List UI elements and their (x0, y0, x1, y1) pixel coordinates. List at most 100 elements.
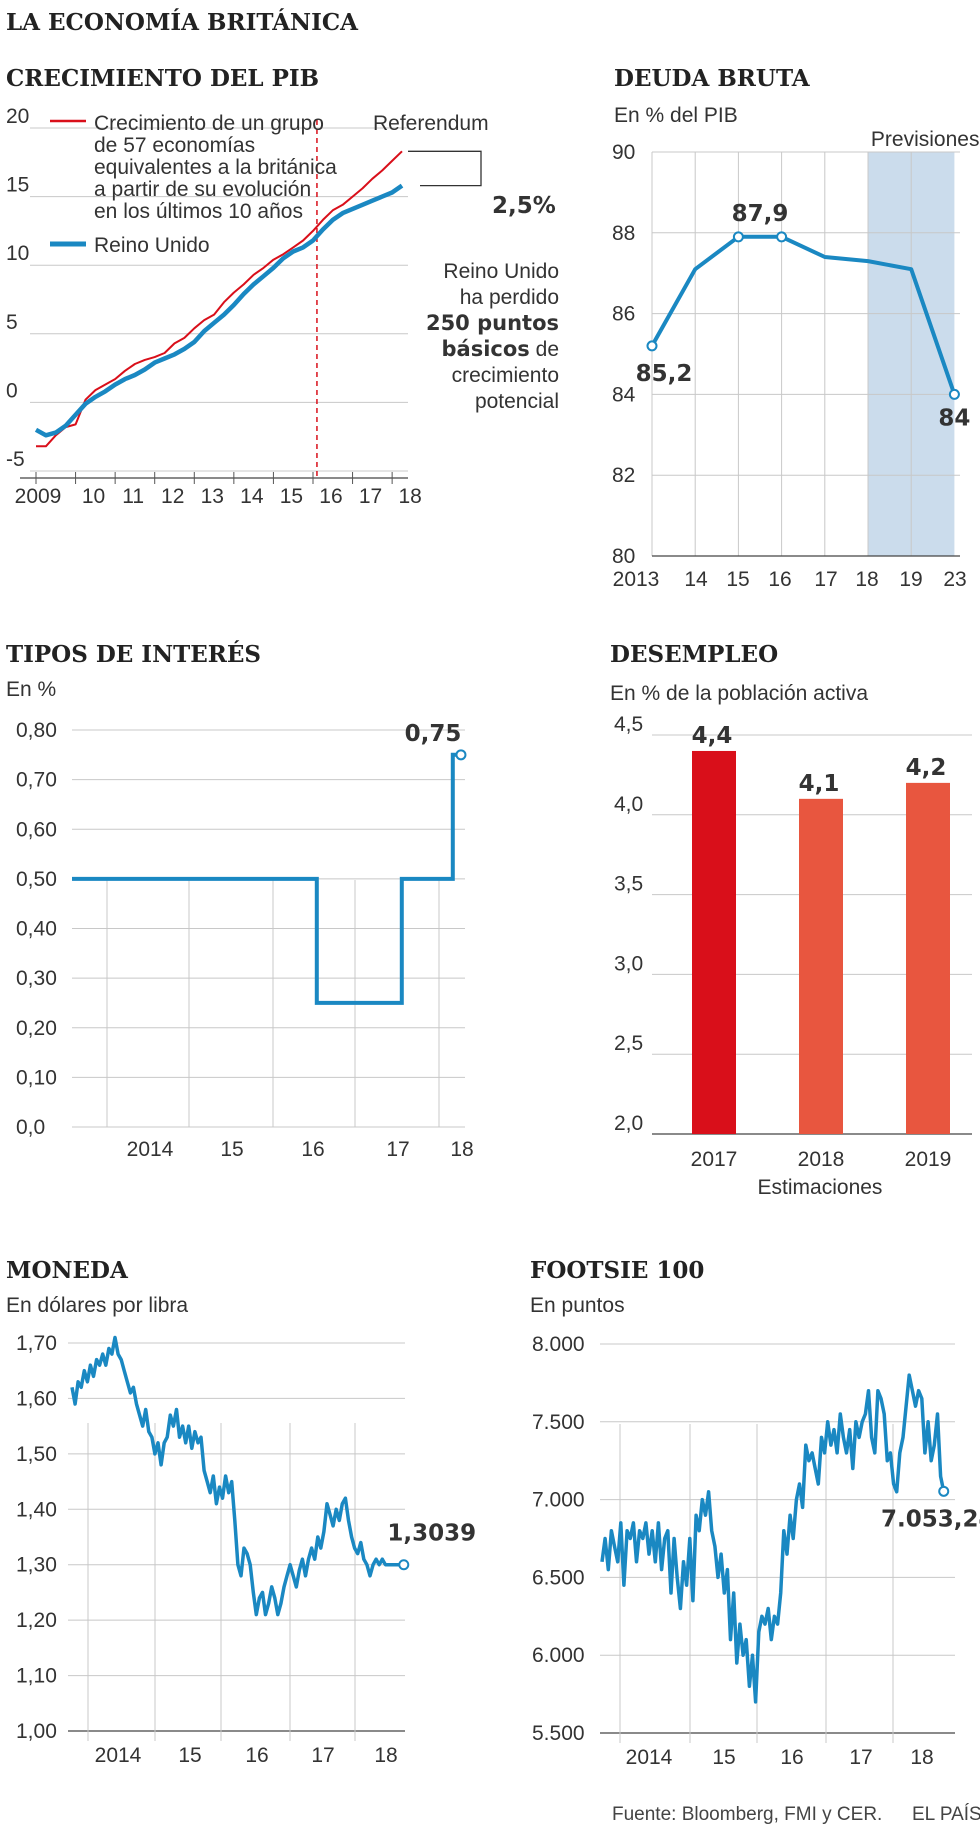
footsie-plot-xtick: 15 (712, 1746, 735, 1769)
footsie-plot-ytick: 5.500 (532, 1722, 585, 1745)
deuda-xtick: 17 (814, 568, 837, 591)
pib-title: CRECIMIENTO DEL PIB (6, 65, 319, 92)
deuda-chart: DEUDA BRUTA En % del PIB Previsiones 90 88… (612, 65, 979, 591)
note-line-5: crecimiento (452, 364, 559, 387)
deuda-point (948, 388, 960, 400)
pib-ytick: 10 (6, 242, 29, 265)
desempleo-ytick: 3,0 (614, 952, 643, 975)
tipos-xtick: 15 (220, 1138, 243, 1161)
tipos-unit: En % (6, 678, 56, 701)
moneda-plot-end-label: 1,3039 (387, 1521, 476, 1547)
pib-xtick: 18 (398, 485, 421, 508)
footsie-plot-xtick: 17 (849, 1746, 872, 1769)
deuda-peak-label: 87,9 (732, 201, 789, 227)
footsie-title: FOOTSIE 100 (530, 1257, 704, 1284)
deuda-ytick: 86 (612, 303, 635, 326)
tipos-ytick: 0,0 (16, 1116, 45, 1139)
footsie-plot-ytick: 8.000 (532, 1333, 585, 1356)
desempleo-ytick: 4,5 (614, 713, 643, 736)
tipos-series-line (72, 752, 461, 1005)
footsie-chart: FOOTSIE 100 En puntos 8.000 7.500 7.000 6.5… (530, 1257, 980, 1769)
referendum-label: Referendum (373, 112, 489, 135)
deuda-xtick: 15 (726, 568, 749, 591)
note-line-6: potencial (475, 390, 559, 413)
main-title: LA ECONOMÍA BRITÁNICA (6, 9, 359, 36)
legend-uk-label: Reino Unido (94, 234, 210, 257)
forecast-label: Previsiones (871, 128, 980, 151)
footsie-plot-series-line (600, 1373, 946, 1704)
deuda-last-label: 84 (938, 405, 970, 431)
moneda-plot-ytick: 1,40 (16, 1498, 57, 1521)
peers-series-line (36, 150, 403, 448)
pib-xtick: 12 (161, 485, 184, 508)
pib-legend: Crecimiento de un grupo de 57 economías eq… (50, 112, 337, 257)
deuda-xtick: 18 (855, 568, 878, 591)
moneda-plot-ytick: 1,20 (16, 1609, 57, 1632)
deuda-first-label: 85,2 (636, 361, 693, 387)
desempleo-ytick: 4,0 (614, 793, 643, 816)
legend-peers-label: Crecimiento de un grupo de 57 economías eq… (94, 112, 337, 223)
desempleo-value-label: 4,4 (692, 723, 733, 749)
pib-xtick: 11 (122, 485, 144, 508)
deuda-point (646, 340, 658, 352)
tipos-ytick: 0,80 (16, 719, 57, 742)
footsie-plot-ytick: 6.500 (532, 1566, 585, 1589)
tipos-ytick: 0,10 (16, 1066, 57, 1089)
moneda-plot-xtick: 18 (374, 1744, 397, 1767)
desempleo-ytick: 2,5 (614, 1032, 643, 1055)
pib-ytick: 0 (6, 379, 18, 402)
desempleo-xtick: 2017 (691, 1148, 738, 1171)
moneda-plot-ytick: 1,00 (16, 1720, 57, 1743)
footsie-plot-xtick: 16 (780, 1746, 803, 1769)
desempleo-ytick: 3,5 (614, 873, 643, 896)
moneda-plot-xtick: 17 (311, 1744, 334, 1767)
moneda-plot-ytick: 1,70 (16, 1332, 57, 1355)
gap-label: 2,5% (492, 193, 556, 219)
footsie-plot-ytick: 7.000 (532, 1489, 585, 1512)
tipos-xtick: 17 (386, 1138, 409, 1161)
deuda-xtick: 19 (899, 568, 922, 591)
tipos-end-label: 0,75 (405, 721, 462, 747)
desempleo-xtick: 2018 (798, 1148, 845, 1171)
desempleo-title: DESEMPLEO (610, 641, 778, 668)
footsie-plot-ytick: 6.000 (532, 1644, 585, 1667)
deuda-xtick: 2013 (613, 568, 660, 591)
note-bold2: básicos (442, 337, 530, 361)
desempleo-xtick: 2019 (905, 1148, 952, 1171)
pib-ytick: -5 (6, 448, 25, 471)
note-line-4: básicos de (442, 337, 559, 361)
note-line-3: 250 puntos (426, 311, 559, 335)
uk-series-line (34, 183, 404, 438)
pib-ytick: 20 (6, 105, 29, 128)
tipos-chart: TIPOS DE INTERÉS En % 0,80 0,70 0,60 0,50 0,… (6, 641, 474, 1161)
desempleo-chart: DESEMPLEO En % de la población activa 4,… (610, 641, 972, 1199)
pib-ytick: 5 (6, 311, 18, 334)
deuda-ytick: 84 (612, 383, 636, 406)
deuda-point (776, 231, 788, 243)
desempleo-xnote: Estimaciones (758, 1176, 883, 1199)
footsie-plot-end-point (938, 1485, 950, 1497)
moneda-plot-series-line (70, 1335, 404, 1617)
tipos-ytick: 0,70 (16, 769, 57, 792)
footsie-plot-xtick: 18 (910, 1746, 933, 1769)
tipos-ytick: 0,40 (16, 918, 57, 941)
note-line-2: ha perdido (460, 286, 559, 309)
source-note: Fuente: Bloomberg, FMI y CER. (612, 1804, 882, 1825)
desempleo-value-label: 4,2 (906, 755, 947, 781)
pib-xtick: 15 (280, 485, 303, 508)
note-rest-text: de (536, 338, 559, 361)
pib-chart: CRECIMIENTO DEL PIB 20 15 10 5 0 -5 2009 10 11 12… (6, 65, 559, 508)
moneda-plot-ytick: 1,60 (16, 1387, 57, 1410)
tipos-ytick: 0,30 (16, 967, 57, 990)
pib-xtick: 2009 (15, 485, 62, 508)
moneda-plot-xtick: 15 (178, 1744, 201, 1767)
deuda-xtick: 14 (684, 568, 708, 591)
pib-xtick: 16 (319, 485, 342, 508)
deuda-title: DEUDA BRUTA (614, 65, 811, 92)
desempleo-value-label: 4,1 (799, 771, 840, 797)
pib-xtick: 13 (201, 485, 224, 508)
moneda-unit: En dólares por libra (6, 1294, 188, 1317)
tipos-xtick: 16 (301, 1138, 324, 1161)
tipos-ytick: 0,50 (16, 868, 57, 891)
